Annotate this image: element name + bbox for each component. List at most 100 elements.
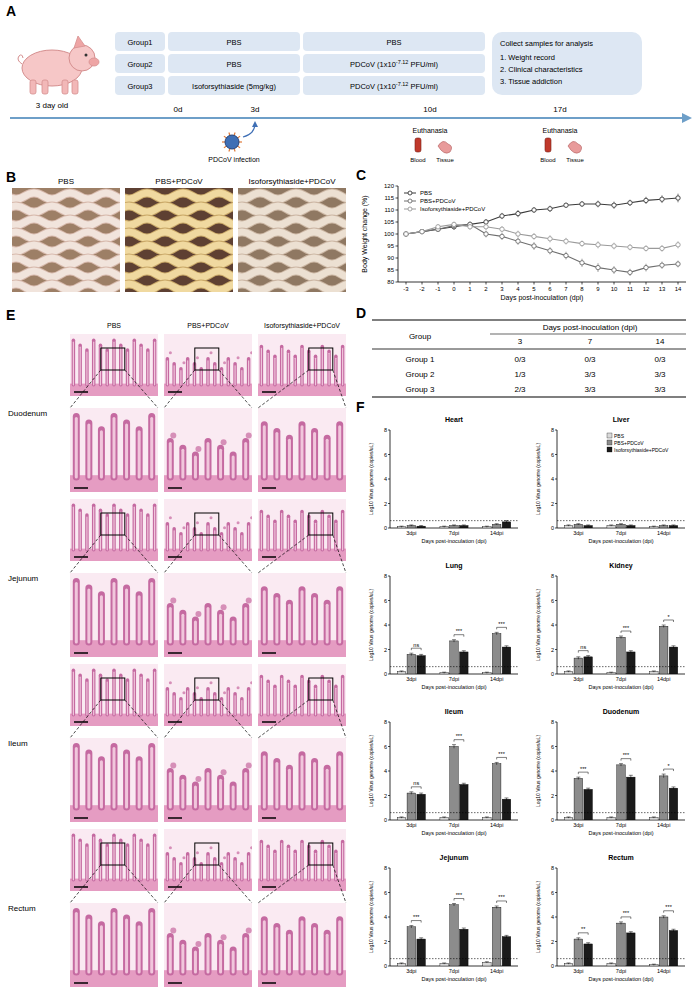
marker bbox=[564, 239, 568, 243]
x-tick-label: 3dpi bbox=[406, 530, 416, 536]
intestine-photo bbox=[238, 188, 346, 292]
villus-core bbox=[113, 418, 116, 476]
significance-label: *** bbox=[665, 904, 672, 910]
error-bar bbox=[419, 526, 423, 527]
villus-core bbox=[275, 599, 278, 642]
x-tick bbox=[422, 282, 423, 285]
villus bbox=[72, 835, 76, 880]
marker bbox=[516, 211, 520, 215]
villus-core bbox=[120, 842, 121, 880]
debris bbox=[246, 598, 252, 604]
villus-core bbox=[232, 952, 235, 972]
debris bbox=[196, 356, 199, 359]
villus bbox=[260, 676, 264, 714]
error-bar bbox=[504, 935, 508, 937]
bar bbox=[564, 672, 573, 674]
bar bbox=[669, 930, 678, 966]
villus-core bbox=[301, 678, 302, 714]
x-tick-label: 3dpi bbox=[573, 822, 583, 828]
villus-core bbox=[232, 457, 235, 477]
x-tick-label: 3dpi bbox=[573, 530, 583, 536]
superscript: -7.12 bbox=[396, 59, 409, 65]
y-tick bbox=[388, 941, 390, 942]
villus bbox=[98, 595, 105, 642]
label: 3 day old bbox=[36, 101, 68, 110]
bar bbox=[450, 747, 459, 821]
debris bbox=[182, 856, 185, 859]
text: PFU/ml) bbox=[408, 60, 438, 69]
villus-core bbox=[174, 531, 175, 550]
error-bar bbox=[504, 521, 508, 523]
villus bbox=[167, 772, 174, 807]
villus bbox=[98, 430, 105, 477]
zoom-line bbox=[125, 865, 158, 903]
villus-core bbox=[328, 683, 329, 714]
villus bbox=[133, 670, 137, 715]
bar bbox=[407, 927, 416, 966]
villus-core bbox=[113, 507, 114, 550]
label: Tissue bbox=[436, 157, 454, 163]
label: Euthanasia bbox=[412, 127, 447, 134]
intestine-loop bbox=[125, 206, 233, 212]
y-axis-title: Log10 Virus genome (copies/uL) bbox=[368, 589, 374, 662]
marker bbox=[676, 262, 680, 266]
intestine-loop bbox=[12, 284, 120, 290]
bar bbox=[483, 962, 492, 966]
pig-ear bbox=[74, 36, 85, 48]
villus bbox=[111, 416, 118, 476]
group-cell bbox=[115, 32, 165, 51]
villus-core bbox=[274, 523, 275, 550]
y-tick bbox=[555, 576, 557, 577]
panel-letter: F bbox=[356, 399, 365, 415]
y-tick bbox=[388, 454, 390, 455]
x-tick-label: 10 bbox=[611, 286, 618, 292]
significance-bracket bbox=[664, 620, 674, 622]
villus-core bbox=[154, 837, 155, 880]
y-tick bbox=[555, 892, 557, 893]
villus-core bbox=[207, 939, 210, 972]
legend-swatch bbox=[607, 433, 612, 438]
tissue-bg bbox=[70, 738, 158, 822]
bar-chart: Rectum02468Log10 Virus genome (copies/uL… bbox=[535, 854, 685, 982]
label: Tissue bbox=[566, 157, 584, 163]
intestine-loop bbox=[125, 193, 233, 199]
villus bbox=[314, 686, 318, 715]
y-tick-label: 4 bbox=[551, 914, 554, 920]
villus-core bbox=[221, 371, 222, 385]
villus bbox=[247, 689, 251, 715]
villus-core bbox=[322, 513, 323, 549]
error-bar bbox=[442, 526, 446, 527]
x-tick bbox=[470, 282, 471, 285]
villus bbox=[334, 851, 338, 880]
bar bbox=[650, 527, 659, 528]
villus bbox=[266, 681, 270, 714]
x-tick bbox=[406, 282, 407, 285]
tissue-bg bbox=[258, 499, 346, 561]
villus bbox=[240, 369, 244, 385]
x-axis-title: Days post-inoculation (dpi) bbox=[421, 684, 486, 690]
villus-core bbox=[275, 929, 278, 972]
debris bbox=[237, 686, 240, 689]
villus bbox=[111, 746, 118, 806]
villus-core bbox=[221, 701, 222, 715]
debris bbox=[210, 681, 213, 684]
villus bbox=[112, 340, 116, 385]
error-bar bbox=[495, 762, 499, 764]
error-bar bbox=[409, 653, 413, 655]
chart-title: Kidney bbox=[609, 562, 632, 570]
zoom-line bbox=[125, 700, 158, 738]
figure: ABCDEF3 day oldGroup1PBSPBSGroup2PBSPDCo… bbox=[0, 0, 699, 1003]
villus bbox=[233, 859, 237, 880]
villus bbox=[287, 516, 291, 549]
villus-core bbox=[342, 843, 343, 879]
villus bbox=[273, 432, 280, 477]
significance-bracket bbox=[454, 899, 464, 901]
x-tick bbox=[614, 282, 615, 285]
x-tick bbox=[678, 282, 679, 285]
villus bbox=[153, 835, 157, 880]
error-bar bbox=[400, 526, 404, 527]
villus bbox=[85, 680, 89, 715]
x-axis bbox=[398, 282, 686, 283]
table-rule bbox=[372, 319, 686, 320]
villus bbox=[240, 534, 244, 550]
